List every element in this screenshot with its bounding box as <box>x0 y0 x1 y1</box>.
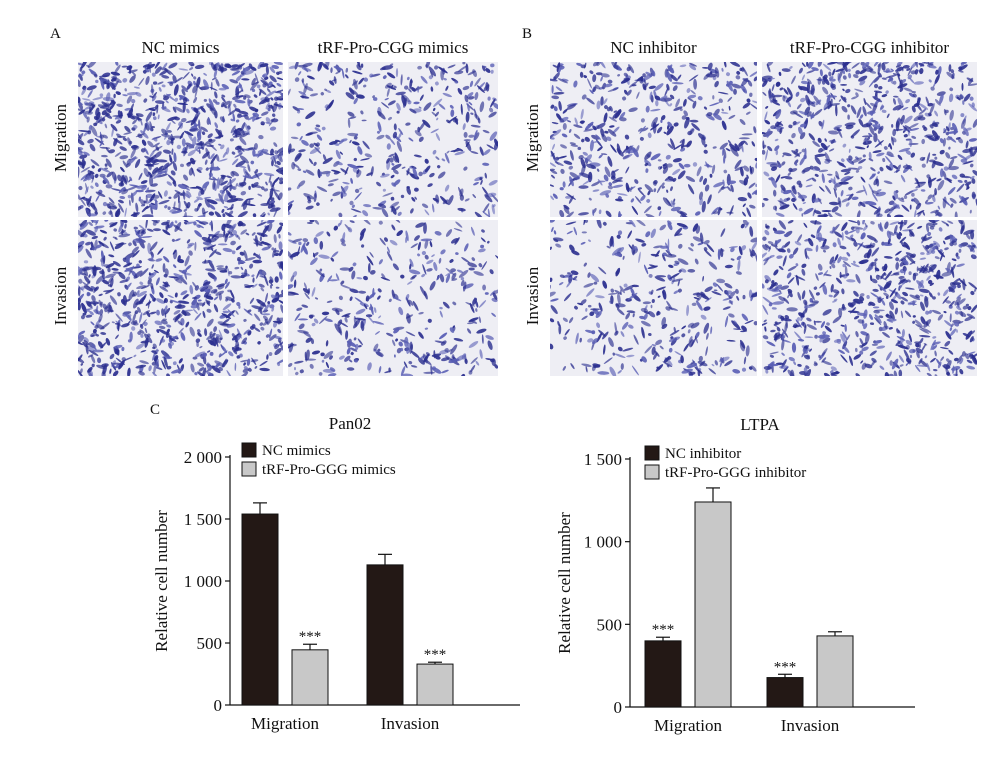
chart-title: LTPA <box>740 415 780 434</box>
y-tick-label: 500 <box>597 615 623 634</box>
bar <box>416 663 454 706</box>
micrograph-a-nc-migration <box>78 62 283 217</box>
panel-a-col1-title: NC mimics <box>141 38 220 57</box>
panel-b-col2-title: tRF-Pro-CGG inhibitor <box>789 38 950 57</box>
y-axis-label: Relative cell number <box>555 512 574 654</box>
panel-a-col2-title: tRF-Pro-CGG mimics <box>317 38 469 57</box>
legend-label: tRF-Pro-GGG inhibitor <box>665 465 806 481</box>
bar <box>694 501 732 708</box>
y-tick-label: 1 500 <box>584 450 622 469</box>
stain-texture <box>78 220 283 376</box>
chart-title: Pan02 <box>329 414 372 433</box>
panel-a-letter: A <box>50 26 61 42</box>
legend-label: NC inhibitor <box>665 446 741 462</box>
y-tick-label: 0 <box>614 698 623 717</box>
stain-texture <box>288 62 498 217</box>
legend-label: tRF-Pro-GGG mimics <box>262 462 396 478</box>
stain-texture <box>762 62 977 217</box>
stain-texture <box>78 62 283 217</box>
x-category-label: Migration <box>654 716 722 735</box>
x-category-label: Migration <box>251 714 319 733</box>
panel-c-letter: C <box>150 402 161 418</box>
stain-texture <box>550 220 757 376</box>
y-tick-label: 2 000 <box>184 448 222 467</box>
panel-b-col1-title: NC inhibitor <box>610 38 697 57</box>
significance-mark: *** <box>774 659 797 675</box>
micrograph-a-trf-migration <box>288 62 498 217</box>
y-tick-label: 500 <box>197 634 223 653</box>
bar <box>644 640 682 708</box>
significance-mark: *** <box>652 622 675 638</box>
bar <box>816 635 854 708</box>
micrograph-b-trf-migration <box>762 62 977 217</box>
bar <box>241 513 279 706</box>
stain-texture <box>762 220 977 376</box>
stain-texture <box>550 62 757 217</box>
micrograph-b-trf-invasion <box>762 220 977 376</box>
legend-swatch <box>644 445 660 461</box>
y-tick-label: 1 000 <box>184 572 222 591</box>
panel-b-letter: B <box>522 26 533 42</box>
legend-swatch <box>241 461 257 477</box>
x-category-label: Invasion <box>381 714 440 733</box>
legend-label: NC mimics <box>262 443 331 459</box>
x-category-label: Invasion <box>781 716 840 735</box>
micrograph-b-nc-invasion <box>550 220 757 376</box>
y-tick-label: 1 000 <box>584 533 622 552</box>
legend-swatch <box>241 442 257 458</box>
y-tick-label: 0 <box>214 696 223 715</box>
y-tick-label: 1 500 <box>184 510 222 529</box>
bar <box>291 649 329 706</box>
significance-mark: *** <box>299 629 322 645</box>
bar <box>366 564 404 706</box>
stain-texture <box>288 220 498 376</box>
significance-mark: *** <box>424 647 447 663</box>
micrograph-b-nc-migration <box>550 62 757 217</box>
micrograph-a-nc-invasion <box>78 220 283 376</box>
legend-swatch <box>644 464 660 480</box>
bar <box>766 677 804 708</box>
micrograph-a-trf-invasion <box>288 220 498 376</box>
y-axis-label: Relative cell number <box>152 510 171 652</box>
